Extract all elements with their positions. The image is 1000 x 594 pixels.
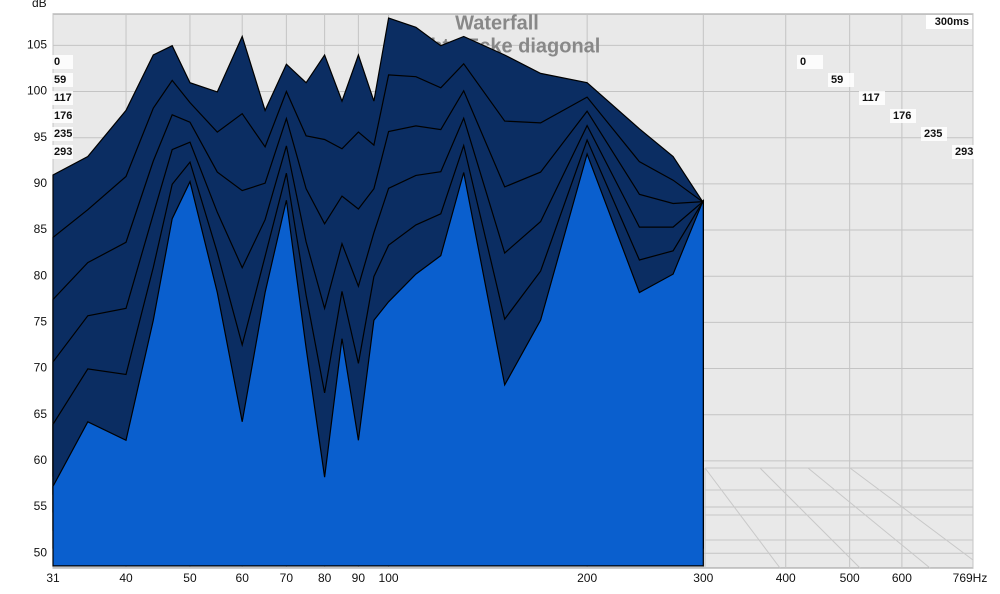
time-label-box bbox=[952, 145, 978, 159]
time-label-box bbox=[51, 109, 73, 123]
perspective-floor bbox=[704, 467, 974, 569]
x-tick-label: 60 bbox=[236, 571, 250, 585]
x-tick-label: 200 bbox=[577, 571, 597, 585]
time-label: 0 bbox=[54, 56, 60, 68]
y-tick-label: 50 bbox=[34, 545, 48, 559]
time-label: 0 bbox=[800, 56, 806, 68]
x-tick-label: 70 bbox=[280, 571, 294, 585]
time-label: 176 bbox=[893, 110, 911, 122]
x-tick-label: 300 bbox=[693, 571, 713, 585]
time-label-box bbox=[51, 55, 73, 69]
x-tick-label: 400 bbox=[776, 571, 796, 585]
y-tick-label: 70 bbox=[34, 361, 48, 375]
time-label-box bbox=[51, 127, 73, 141]
time-label: 235 bbox=[54, 128, 72, 140]
y-tick-label: 55 bbox=[34, 499, 48, 513]
time-label: 176 bbox=[54, 110, 72, 122]
x-tick-label: 40 bbox=[119, 571, 133, 585]
time-label-box bbox=[51, 91, 73, 105]
time-label-box bbox=[51, 73, 73, 87]
x-tick-label: 80 bbox=[318, 571, 332, 585]
time-label: 117 bbox=[54, 92, 72, 104]
time-label: 293 bbox=[54, 146, 72, 158]
x-tick-label: 50 bbox=[183, 571, 197, 585]
time-label-box bbox=[890, 109, 916, 123]
time-max-label: 300ms bbox=[935, 16, 969, 28]
x-tick-label: 769Hz bbox=[953, 571, 988, 585]
time-label-box bbox=[51, 145, 73, 159]
time-label: 293 bbox=[955, 146, 973, 158]
time-max-box bbox=[926, 15, 972, 29]
y-tick-label: 65 bbox=[34, 407, 48, 421]
slice-area bbox=[52, 152, 704, 567]
time-label: 117 bbox=[862, 92, 880, 104]
y-axis-label: dB bbox=[32, 0, 47, 10]
time-label: 235 bbox=[924, 128, 942, 140]
x-tick-label: 500 bbox=[840, 571, 860, 585]
time-label-box bbox=[921, 127, 947, 141]
y-tick-label: 75 bbox=[34, 315, 48, 329]
x-tick-label: 100 bbox=[379, 571, 399, 585]
x-tick-label: 90 bbox=[352, 571, 366, 585]
x-tick-label: 600 bbox=[892, 571, 912, 585]
time-label-box bbox=[828, 73, 854, 87]
y-tick-label: 90 bbox=[34, 176, 48, 190]
y-tick-label: 60 bbox=[34, 453, 48, 467]
y-tick-label: 105 bbox=[27, 38, 47, 52]
time-label-box bbox=[859, 91, 885, 105]
y-tick-label: 95 bbox=[34, 130, 48, 144]
time-label: 59 bbox=[831, 74, 843, 86]
chart-title: Waterfall bbox=[455, 12, 539, 34]
y-tick-label: 100 bbox=[27, 84, 47, 98]
time-label-box bbox=[797, 55, 823, 69]
x-tick-label: 31 bbox=[46, 571, 60, 585]
time-label: 59 bbox=[54, 74, 66, 86]
y-tick-label: 80 bbox=[34, 268, 48, 282]
y-tick-label: 85 bbox=[34, 222, 48, 236]
